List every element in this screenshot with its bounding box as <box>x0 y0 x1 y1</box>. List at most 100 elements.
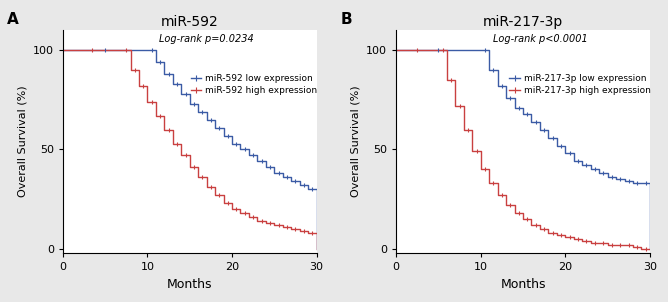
miR-592 high expression <box>296 227 304 231</box>
miR-592 low expression <box>279 172 287 175</box>
miR-217-3p low expression <box>612 178 620 181</box>
miR-592 high expression <box>152 114 160 117</box>
miR-592 high expression <box>152 100 160 103</box>
miR-592 high expression <box>296 230 304 233</box>
miR-592 high expression <box>313 232 321 235</box>
miR-592 low expression <box>160 72 168 76</box>
miR-592 low expression <box>287 180 295 183</box>
miR-217-3p low expression <box>561 152 569 155</box>
miR-592 high expression <box>271 222 279 225</box>
Line: miR-217-3p low expression: miR-217-3p low expression <box>396 50 650 249</box>
miR-217-3p high expression <box>637 248 645 251</box>
Text: B: B <box>341 12 352 27</box>
miR-592 high expression <box>177 154 185 157</box>
miR-217-3p low expression <box>587 168 595 171</box>
miR-592 low expression <box>304 184 312 187</box>
miR-217-3p low expression <box>477 48 485 51</box>
X-axis label: Months: Months <box>500 278 546 291</box>
miR-592 high expression <box>202 186 210 189</box>
miR-592 low expression <box>253 160 261 163</box>
miR-217-3p high expression <box>392 48 400 51</box>
miR-217-3p low expression <box>528 120 536 123</box>
miR-217-3p low expression <box>612 176 620 179</box>
miR-217-3p low expression <box>595 172 603 175</box>
miR-592 low expression <box>228 134 236 137</box>
miR-592 low expression <box>296 180 304 183</box>
miR-217-3p low expression <box>536 128 544 131</box>
miR-217-3p low expression <box>477 48 485 51</box>
miR-592 low expression <box>144 48 152 51</box>
miR-217-3p low expression <box>519 112 527 115</box>
miR-592 high expression <box>271 223 279 227</box>
miR-592 low expression <box>313 188 321 191</box>
miR-592 high expression <box>211 186 219 189</box>
miR-592 low expression <box>152 48 160 51</box>
Y-axis label: Overall Survival (%): Overall Survival (%) <box>17 86 27 197</box>
miR-592 high expression <box>304 230 312 233</box>
miR-592 low expression <box>211 118 219 121</box>
miR-592 high expression <box>287 226 295 229</box>
miR-592 high expression <box>245 216 253 219</box>
miR-592 low expression <box>194 110 202 113</box>
miR-592 low expression <box>186 92 194 95</box>
miR-592 high expression <box>236 212 244 215</box>
miR-592 low expression <box>59 48 67 51</box>
miR-217-3p low expression <box>502 84 510 87</box>
miR-592 high expression <box>253 216 261 219</box>
miR-592 high expression <box>135 68 143 72</box>
Line: miR-217-3p high expression: miR-217-3p high expression <box>396 50 650 249</box>
miR-217-3p high expression <box>595 242 603 245</box>
Legend: miR-217-3p low expression, miR-217-3p high expression: miR-217-3p low expression, miR-217-3p hi… <box>509 75 651 95</box>
miR-217-3p low expression <box>502 96 510 99</box>
miR-217-3p low expression <box>637 182 645 185</box>
miR-217-3p low expression <box>595 168 603 171</box>
miR-592 low expression <box>186 102 194 105</box>
Text: Log-rank p<0.0001: Log-rank p<0.0001 <box>492 34 587 44</box>
Text: Log-rank p=0.0234: Log-rank p=0.0234 <box>159 34 254 44</box>
miR-592 high expression <box>279 223 287 227</box>
miR-592 high expression <box>228 207 236 211</box>
miR-592 high expression <box>253 220 261 223</box>
miR-592 low expression <box>144 48 152 51</box>
miR-592 low expression <box>279 176 287 179</box>
miR-217-3p low expression <box>553 144 561 147</box>
miR-217-3p low expression <box>544 128 552 131</box>
miR-592 low expression <box>177 82 185 85</box>
miR-592 low expression <box>313 248 321 251</box>
miR-217-3p low expression <box>392 48 400 51</box>
miR-217-3p low expression <box>570 152 578 155</box>
miR-592 high expression <box>220 194 228 197</box>
miR-592 low expression <box>220 134 228 137</box>
miR-217-3p low expression <box>604 176 612 179</box>
miR-592 low expression <box>169 82 177 85</box>
miR-217-3p high expression <box>621 243 629 247</box>
miR-217-3p high expression <box>570 236 578 239</box>
miR-592 high expression <box>118 48 126 51</box>
X-axis label: Months: Months <box>167 278 212 291</box>
miR-592 low expression <box>245 154 253 157</box>
miR-217-3p low expression <box>528 112 536 115</box>
miR-592 low expression <box>262 166 270 169</box>
miR-592 high expression <box>202 176 210 179</box>
miR-592 low expression <box>202 110 210 113</box>
miR-217-3p low expression <box>578 160 587 163</box>
miR-217-3p low expression <box>629 180 637 183</box>
Title: miR-217-3p: miR-217-3p <box>483 14 563 29</box>
miR-592 high expression <box>160 114 168 117</box>
miR-217-3p low expression <box>544 136 552 139</box>
miR-592 high expression <box>313 248 321 251</box>
miR-592 low expression <box>152 60 160 63</box>
miR-217-3p low expression <box>621 180 629 183</box>
miR-592 low expression <box>245 148 253 151</box>
miR-217-3p low expression <box>646 182 654 185</box>
miR-217-3p low expression <box>536 120 544 123</box>
miR-592 high expression <box>160 128 168 131</box>
miR-592 high expression <box>287 227 295 231</box>
miR-592 high expression <box>169 142 177 145</box>
Y-axis label: Overall Survival (%): Overall Survival (%) <box>351 86 361 197</box>
miR-592 high expression <box>186 154 194 157</box>
miR-217-3p low expression <box>510 96 518 99</box>
miR-217-3p low expression <box>553 136 561 139</box>
miR-592 low expression <box>160 60 168 63</box>
Line: miR-592 low expression: miR-592 low expression <box>63 50 317 249</box>
